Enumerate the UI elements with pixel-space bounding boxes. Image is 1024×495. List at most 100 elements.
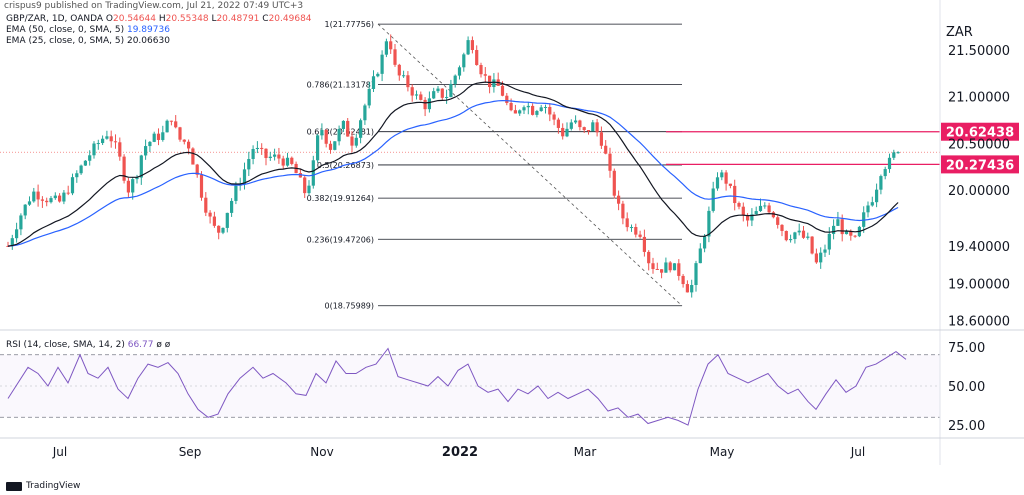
candle-body <box>875 189 879 203</box>
candle-body <box>591 122 595 132</box>
candle-body <box>488 75 492 88</box>
candle-body <box>763 205 767 207</box>
candle-body <box>814 253 818 263</box>
candle-body <box>698 248 702 264</box>
candle-body <box>664 262 668 273</box>
candle-body <box>131 179 135 193</box>
candle-body <box>595 122 599 133</box>
ema50-line <box>7 99 899 247</box>
candle-body <box>445 96 449 98</box>
candle-body <box>552 114 556 120</box>
candle-body <box>758 205 763 212</box>
candles <box>6 34 900 298</box>
candle-body <box>217 225 221 233</box>
candle-body <box>204 197 208 213</box>
level-tag <box>941 155 1019 174</box>
candle-body <box>449 83 453 97</box>
candle-body <box>655 268 659 270</box>
high-value: 20.55348 <box>165 14 209 24</box>
candle-body <box>156 133 161 140</box>
candle-body <box>371 76 376 89</box>
candle-body <box>402 75 406 77</box>
candle-body <box>578 120 582 128</box>
candle-body <box>75 173 79 178</box>
candle-body <box>88 155 92 161</box>
candle-body <box>685 284 689 293</box>
candle-body <box>776 217 780 225</box>
candle-body <box>634 227 638 235</box>
ema25-line <box>7 81 899 247</box>
candle-body <box>328 143 333 150</box>
candle-body <box>561 127 565 137</box>
candle-body <box>113 141 118 143</box>
candle-body <box>642 236 646 252</box>
rsi-tick-label: 25.00 <box>948 419 985 434</box>
candle-body <box>264 148 268 159</box>
candle-body <box>694 263 698 286</box>
candle-body <box>556 119 560 128</box>
candle-body <box>234 185 238 201</box>
candle-body <box>423 99 427 110</box>
candle-body <box>599 132 603 146</box>
symbol-legend: GBP/ZAR, 1D, OANDA O20.54644 H20.55348 L… <box>6 14 312 24</box>
rsi-line <box>7 347 907 426</box>
time-tick-label: Sep <box>179 445 202 459</box>
candle-body <box>711 188 715 211</box>
candle-body <box>161 132 165 140</box>
candle-body <box>225 212 229 228</box>
candle-body <box>681 275 685 285</box>
tradingview-brand[interactable]: TradingView <box>6 481 80 491</box>
candle-body <box>849 231 853 236</box>
candle-body <box>195 164 199 175</box>
candle-body <box>737 203 741 207</box>
time-tick-label: Nov <box>310 445 333 459</box>
candle-body <box>784 230 788 241</box>
candle-body <box>109 136 113 142</box>
candle-body <box>586 130 591 132</box>
level-tag-label: 20.27436 <box>946 158 1014 173</box>
candle-body <box>647 251 651 264</box>
candle-body <box>612 170 616 196</box>
candle-body <box>118 142 122 157</box>
price-tick-label: 21.00000 <box>948 91 1010 106</box>
candle-body <box>883 169 887 177</box>
candle-body <box>178 127 182 140</box>
candle-body <box>307 185 311 194</box>
candle-body <box>290 157 294 164</box>
candle-body <box>242 169 247 185</box>
candle-body <box>397 64 401 76</box>
rsi-extra: ø ø <box>156 340 171 350</box>
candle-body <box>230 200 234 213</box>
candle-body <box>827 233 831 250</box>
candle-body <box>500 85 505 96</box>
candle-body <box>152 133 156 142</box>
candle-body <box>801 230 806 238</box>
currency-label: ZAR <box>946 25 973 40</box>
candle-body <box>582 127 586 131</box>
candle-body <box>479 65 483 75</box>
time-tick-label: Jul <box>850 445 865 459</box>
candle-body <box>83 160 87 166</box>
candle-body <box>268 156 272 159</box>
candle-body <box>101 138 105 144</box>
rsi-label: RSI (14, close, SMA, 14, 2) <box>6 340 125 350</box>
candle-body <box>281 158 285 166</box>
candle-body <box>569 122 573 129</box>
candle-body <box>522 107 526 111</box>
candle-body <box>518 110 522 114</box>
candle-body <box>715 177 720 189</box>
candle-body <box>389 41 393 50</box>
candle-body <box>320 130 324 136</box>
candle-body <box>126 180 130 193</box>
low-value: 20.48791 <box>216 14 260 24</box>
candle-body <box>707 210 711 237</box>
candle-body <box>19 215 23 230</box>
candle-body <box>144 146 148 156</box>
candle-body <box>40 199 44 201</box>
candle-body <box>432 91 436 99</box>
candle-body <box>771 212 775 218</box>
rsi-value: 66.77 <box>127 340 154 350</box>
candle-body <box>806 236 810 238</box>
candle-body <box>45 200 49 203</box>
